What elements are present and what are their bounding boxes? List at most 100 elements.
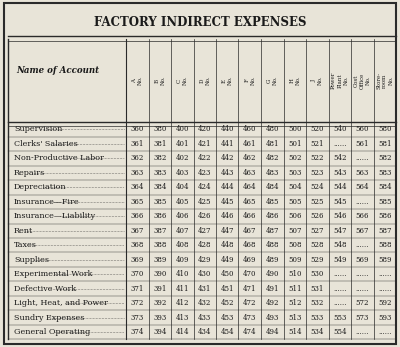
Text: 549: 549: [333, 256, 346, 264]
Text: ......: ......: [378, 285, 392, 293]
Text: 407: 407: [176, 227, 189, 235]
Text: 502: 502: [288, 154, 302, 162]
Text: ......: ......: [356, 154, 369, 162]
Text: C
No.: C No.: [177, 76, 188, 85]
Text: Cost
Office
No.: Cost Office No.: [354, 72, 371, 89]
Text: 421: 421: [198, 140, 212, 148]
Text: B
No.: B No.: [154, 76, 165, 85]
Text: Defective Work: Defective Work: [14, 285, 76, 293]
Text: Power
Plant
No.: Power Plant No.: [331, 72, 348, 89]
Text: 406: 406: [176, 212, 189, 220]
Text: 520: 520: [310, 125, 324, 133]
Text: 482: 482: [266, 154, 279, 162]
Text: ......: ......: [356, 270, 369, 278]
Text: Experimental Work: Experimental Work: [14, 270, 92, 278]
Text: General Operating: General Operating: [14, 328, 90, 336]
Text: 525: 525: [310, 198, 324, 206]
Text: 371: 371: [130, 285, 144, 293]
Text: 362: 362: [130, 154, 144, 162]
Text: 468: 468: [243, 241, 256, 249]
Text: 593: 593: [378, 314, 392, 322]
Text: 462: 462: [243, 154, 256, 162]
Text: 404: 404: [176, 183, 189, 191]
Text: 433: 433: [198, 314, 211, 322]
Text: 472: 472: [243, 299, 256, 307]
Text: 430: 430: [198, 270, 212, 278]
Text: 530: 530: [310, 270, 324, 278]
Text: 410: 410: [176, 270, 189, 278]
Text: 581: 581: [378, 140, 392, 148]
Text: 563: 563: [356, 169, 369, 177]
Text: 384: 384: [153, 183, 166, 191]
Text: 564: 564: [356, 183, 369, 191]
Text: Supplies: Supplies: [14, 256, 49, 264]
Text: 510: 510: [288, 270, 302, 278]
Text: 380: 380: [153, 125, 166, 133]
Text: 511: 511: [288, 285, 302, 293]
Text: 572: 572: [356, 299, 369, 307]
Text: 428: 428: [198, 241, 212, 249]
Text: 364: 364: [130, 183, 144, 191]
Text: 424: 424: [198, 183, 212, 191]
Text: 381: 381: [153, 140, 166, 148]
Text: 387: 387: [153, 227, 166, 235]
Text: 560: 560: [356, 125, 369, 133]
Text: FACTORY INDIRECT EXPENSES: FACTORY INDIRECT EXPENSES: [94, 16, 306, 29]
Text: 442: 442: [220, 154, 234, 162]
Text: Name of Account: Name of Account: [16, 66, 99, 75]
Text: 494: 494: [266, 328, 279, 336]
Text: 471: 471: [243, 285, 256, 293]
Text: J
No.: J No.: [312, 76, 323, 85]
Text: 453: 453: [220, 314, 234, 322]
Text: E
No.: E No.: [222, 76, 233, 85]
Text: Store-
room
No.: Store- room No.: [376, 72, 394, 89]
Text: 585: 585: [378, 198, 392, 206]
Text: 394: 394: [153, 328, 166, 336]
Text: Insurance—Fire: Insurance—Fire: [14, 198, 80, 206]
Text: 523: 523: [310, 169, 324, 177]
Text: 444: 444: [220, 183, 234, 191]
Text: 566: 566: [356, 212, 369, 220]
Text: 501: 501: [288, 140, 302, 148]
Text: 461: 461: [243, 140, 256, 148]
Text: ......: ......: [333, 140, 346, 148]
Text: 445: 445: [220, 198, 234, 206]
Text: 544: 544: [333, 183, 346, 191]
Text: 513: 513: [288, 314, 302, 322]
Text: 392: 392: [153, 299, 166, 307]
Text: 521: 521: [310, 140, 324, 148]
Text: 488: 488: [266, 241, 279, 249]
Text: 543: 543: [333, 169, 346, 177]
Text: 374: 374: [130, 328, 144, 336]
Text: 427: 427: [198, 227, 212, 235]
Text: 526: 526: [310, 212, 324, 220]
Text: ......: ......: [378, 328, 392, 336]
Text: 490: 490: [266, 270, 279, 278]
Text: Rent: Rent: [14, 227, 33, 235]
Text: 382: 382: [153, 154, 166, 162]
Text: ......: ......: [333, 270, 346, 278]
Text: 368: 368: [130, 241, 144, 249]
Text: 460: 460: [243, 125, 256, 133]
Text: Repairs: Repairs: [14, 169, 45, 177]
Text: 508: 508: [288, 241, 302, 249]
Text: 363: 363: [131, 169, 144, 177]
Text: 408: 408: [176, 241, 189, 249]
Text: Insurance—Liability: Insurance—Liability: [14, 212, 96, 220]
Text: 405: 405: [176, 198, 189, 206]
Text: 503: 503: [288, 169, 302, 177]
Text: 586: 586: [378, 212, 392, 220]
Text: 580: 580: [378, 125, 392, 133]
Text: ......: ......: [333, 299, 346, 307]
Text: 474: 474: [243, 328, 256, 336]
Text: ......: ......: [378, 270, 392, 278]
Text: 561: 561: [356, 140, 369, 148]
Text: 414: 414: [176, 328, 189, 336]
Text: 548: 548: [333, 241, 346, 249]
Text: 400: 400: [176, 125, 189, 133]
Text: 546: 546: [333, 212, 346, 220]
Text: 554: 554: [333, 328, 346, 336]
Text: 449: 449: [220, 256, 234, 264]
Text: 534: 534: [310, 328, 324, 336]
Text: 413: 413: [176, 314, 189, 322]
